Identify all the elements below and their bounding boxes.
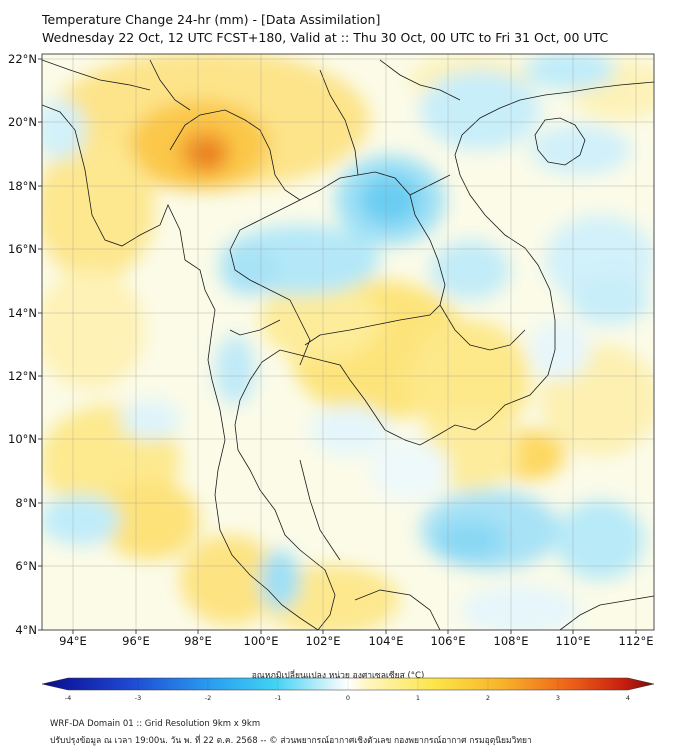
chart-subtitle: Wednesday 22 Oct, 12 UTC FCST+180, Valid… [42, 30, 609, 45]
lon-label: 100°E [243, 634, 279, 648]
lon-label: 94°E [59, 634, 87, 648]
footer-credit: ปรับปรุงข้อมูล ณ เวลา 19:00น. วัน พ. ที่… [50, 736, 532, 746]
temperature-change-map [38, 53, 655, 634]
chart-title: Temperature Change 24-hr (mm) - [Data As… [42, 12, 381, 27]
lat-label: 18°N [8, 179, 37, 193]
map-frame [41, 53, 655, 631]
colorbar-tick: -2 [204, 694, 212, 702]
lat-label: 16°N [8, 242, 37, 256]
lon-label: 108°E [493, 634, 529, 648]
lon-label: 112°E [618, 634, 654, 648]
lat-label: 10°N [8, 432, 37, 446]
lon-label: 102°E [305, 634, 341, 648]
lon-label: 98°E [184, 634, 212, 648]
lon-label: 96°E [122, 634, 150, 648]
colorbar-tick: 3 [555, 694, 561, 702]
coastlines-borders [42, 59, 654, 630]
lat-label: 14°N [8, 306, 37, 320]
colorbar-tick: 2 [485, 694, 491, 702]
gridlines [42, 54, 654, 630]
colorbar-tick: 4 [625, 694, 631, 702]
colorbar-tick: -1 [274, 694, 282, 702]
lon-label: 104°E [368, 634, 404, 648]
lat-label: 12°N [8, 369, 37, 383]
colorbar-tick: 0 [345, 694, 351, 702]
temperature-field [42, 54, 654, 630]
lon-label: 110°E [555, 634, 591, 648]
colorbar-tick: -4 [64, 694, 72, 702]
lat-label: 8°N [15, 496, 37, 510]
colorbar [41, 677, 655, 691]
lat-label: 22°N [8, 52, 37, 66]
footer-model-info: WRF-DA Domain 01 :: Grid Resolution 9km … [50, 719, 261, 729]
lon-label: 106°E [430, 634, 466, 648]
lat-label: 20°N [8, 115, 37, 129]
lat-label: 6°N [15, 559, 37, 573]
colorbar-title: อุณหภูมิเปลี่ยนแปลง หน่วย องศาเซลเซียส (… [251, 671, 425, 681]
colorbar-tick: -3 [134, 694, 142, 702]
lat-label: 4°N [15, 623, 37, 637]
colorbar-tick: 1 [415, 694, 421, 702]
